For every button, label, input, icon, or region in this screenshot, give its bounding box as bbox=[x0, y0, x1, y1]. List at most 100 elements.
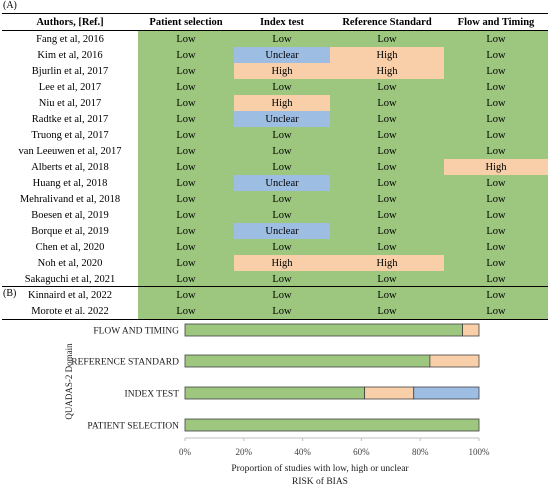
bar-segment-low bbox=[184, 354, 431, 368]
rating-cell: Low bbox=[138, 287, 234, 303]
author-cell: Niu et al, 2017 bbox=[38, 97, 102, 109]
rating-cell: Unclear bbox=[234, 223, 330, 239]
rating-cell: Low bbox=[234, 287, 330, 303]
table-row: Kim et al, 2016 Low Unclear High Low bbox=[2, 47, 548, 63]
author-cell: Radtke et al, 2017 bbox=[31, 113, 109, 125]
table-row: Noh et al, 2020 Low High High Low bbox=[2, 255, 548, 271]
category-label: FLOW AND TIMING bbox=[93, 327, 179, 337]
author-cell: Borque et al, 2019 bbox=[31, 225, 109, 237]
bar-segment-low bbox=[184, 418, 480, 432]
rating-cell: Low bbox=[330, 287, 444, 303]
rating-cell: Low bbox=[444, 287, 548, 303]
table-header-row: Authors, [Ref.] Patient selection Index … bbox=[2, 13, 548, 31]
rating-cell: Low bbox=[330, 271, 444, 287]
header-authors: Authors, [Ref.] bbox=[2, 13, 138, 31]
author-cell: Chen et al, 2020 bbox=[35, 241, 105, 253]
rating-cell: Unclear bbox=[234, 175, 330, 191]
author-cell: Noh et al, 2020 bbox=[37, 257, 103, 269]
table-row: Niu et al, 2017 Low High Low Low bbox=[2, 95, 548, 111]
rating-cell: Low bbox=[138, 255, 234, 271]
author-cell: Kinnaird et al, 2022 bbox=[28, 289, 112, 301]
table-row: Bjurlin et al, 2017 Low High High Low bbox=[2, 63, 548, 79]
bar-segment-high bbox=[462, 323, 480, 337]
rating-cell: Low bbox=[234, 30, 330, 47]
rating-cell: Low bbox=[138, 159, 234, 175]
author-cell: Fang et al, 2016 bbox=[36, 33, 104, 45]
table-row: Alberts et al, 2018 Low Low Low High bbox=[2, 159, 548, 175]
rating-cell: Low bbox=[444, 47, 548, 63]
panel-divider bbox=[2, 286, 548, 287]
rating-cell: Low bbox=[444, 223, 548, 239]
table-row: Boesen et al, 2019 Low Low Low Low bbox=[2, 207, 548, 223]
rating-cell: Low bbox=[234, 79, 330, 95]
category-label: PATIENT SELECTION bbox=[87, 422, 179, 432]
x-tick-label: 0% bbox=[179, 447, 192, 457]
author-cell: Truong et al, 2017 bbox=[31, 129, 109, 141]
rating-cell: High bbox=[444, 159, 548, 175]
table-row: Fang et al, 2016 Low Low Low Low bbox=[2, 30, 548, 47]
x-axis-title: Proportion of studies with low, high or … bbox=[231, 463, 409, 474]
header-flow-and-timing: Flow and Timing bbox=[444, 13, 548, 31]
rating-cell: Low bbox=[138, 63, 234, 79]
author-cell: Sakaguchi et al, 2021 bbox=[24, 273, 116, 285]
rating-cell: Low bbox=[138, 207, 234, 223]
table-row: Chen et al, 2020 Low Low Low Low bbox=[2, 239, 548, 255]
header-patient-selection: Patient selection bbox=[138, 13, 234, 31]
rating-cell: Low bbox=[234, 159, 330, 175]
rating-cell: High bbox=[330, 47, 444, 63]
rating-cell: Low bbox=[444, 175, 548, 191]
table-row: Radtke et al, 2017 Low Unclear Low Low bbox=[2, 111, 548, 127]
author-cell: Boesen et al, 2019 bbox=[31, 209, 109, 221]
rating-cell: Low bbox=[138, 175, 234, 191]
table-row: Truong et al, 2017 Low Low Low Low bbox=[2, 127, 548, 143]
table-row: Mehralivand et al, 2018 Low Low Low Low bbox=[2, 191, 548, 207]
x-tick-label: 60% bbox=[353, 447, 370, 457]
author-cell: Alberts et al, 2018 bbox=[31, 161, 109, 173]
risk-of-bias-chart: 0% 20% 40% 60% 80% 100% FLOW AND TIMING REFEREN… bbox=[64, 323, 491, 487]
rating-cell: Low bbox=[138, 30, 234, 47]
rating-cell: Low bbox=[444, 30, 548, 47]
rating-cell: Low bbox=[444, 79, 548, 95]
rating-cell: Low bbox=[330, 127, 444, 143]
rating-cell: Low bbox=[330, 143, 444, 159]
rating-cell: Low bbox=[234, 191, 330, 207]
x-tick-label: 80% bbox=[412, 447, 429, 457]
category-label: REFERENCE STANDARD bbox=[71, 358, 179, 368]
rating-cell: Low bbox=[330, 175, 444, 191]
rating-cell: Low bbox=[234, 207, 330, 223]
author-cell: van Leeuwen et al, 2017 bbox=[18, 145, 122, 157]
author-cell: Morote et al. 2022 bbox=[2, 303, 138, 320]
x-tick-label: 40% bbox=[294, 447, 311, 457]
rating-cell: Low bbox=[234, 127, 330, 143]
header-index-test: Index test bbox=[234, 13, 330, 31]
rating-cell: Low bbox=[138, 223, 234, 239]
rating-cell: Low bbox=[444, 255, 548, 271]
bar-segment-high bbox=[429, 354, 480, 368]
author-cell: Kim et al, 2016 bbox=[37, 49, 103, 61]
panel-a-label: (A) bbox=[3, 0, 17, 11]
rating-cell: High bbox=[234, 95, 330, 111]
rating-cell: Low bbox=[234, 271, 330, 287]
rating-cell: Low bbox=[234, 239, 330, 255]
x-tick-label: 100% bbox=[469, 447, 491, 457]
category-label: INDEX TEST bbox=[125, 390, 180, 400]
table-row: Borque et al, 2019 Low Unclear Low Low bbox=[2, 223, 548, 239]
rating-cell: Low bbox=[444, 111, 548, 127]
x-axis-title-line2: RISK of BIAS bbox=[292, 476, 348, 487]
rating-cell: Low bbox=[330, 223, 444, 239]
rating-cell: Low bbox=[138, 143, 234, 159]
rating-cell: Unclear bbox=[234, 111, 330, 127]
rating-cell: High bbox=[330, 255, 444, 271]
panel-b-label: (B) bbox=[3, 288, 17, 299]
author-cell: Lee et al, 2017 bbox=[38, 81, 102, 93]
rating-cell: Low bbox=[330, 79, 444, 95]
rating-cell: High bbox=[330, 63, 444, 79]
quadas-table: Authors, [Ref.] Patient selection Index … bbox=[2, 13, 548, 320]
rating-cell: High bbox=[234, 255, 330, 271]
author-cell: Bjurlin et al, 2017 bbox=[31, 65, 109, 77]
rating-cell: Low bbox=[138, 47, 234, 63]
table-row: Huang et al, 2018 Low Unclear Low Low bbox=[2, 175, 548, 191]
rating-cell: Low bbox=[138, 111, 234, 127]
rating-cell: Low bbox=[330, 30, 444, 47]
rating-cell: Low bbox=[444, 207, 548, 223]
